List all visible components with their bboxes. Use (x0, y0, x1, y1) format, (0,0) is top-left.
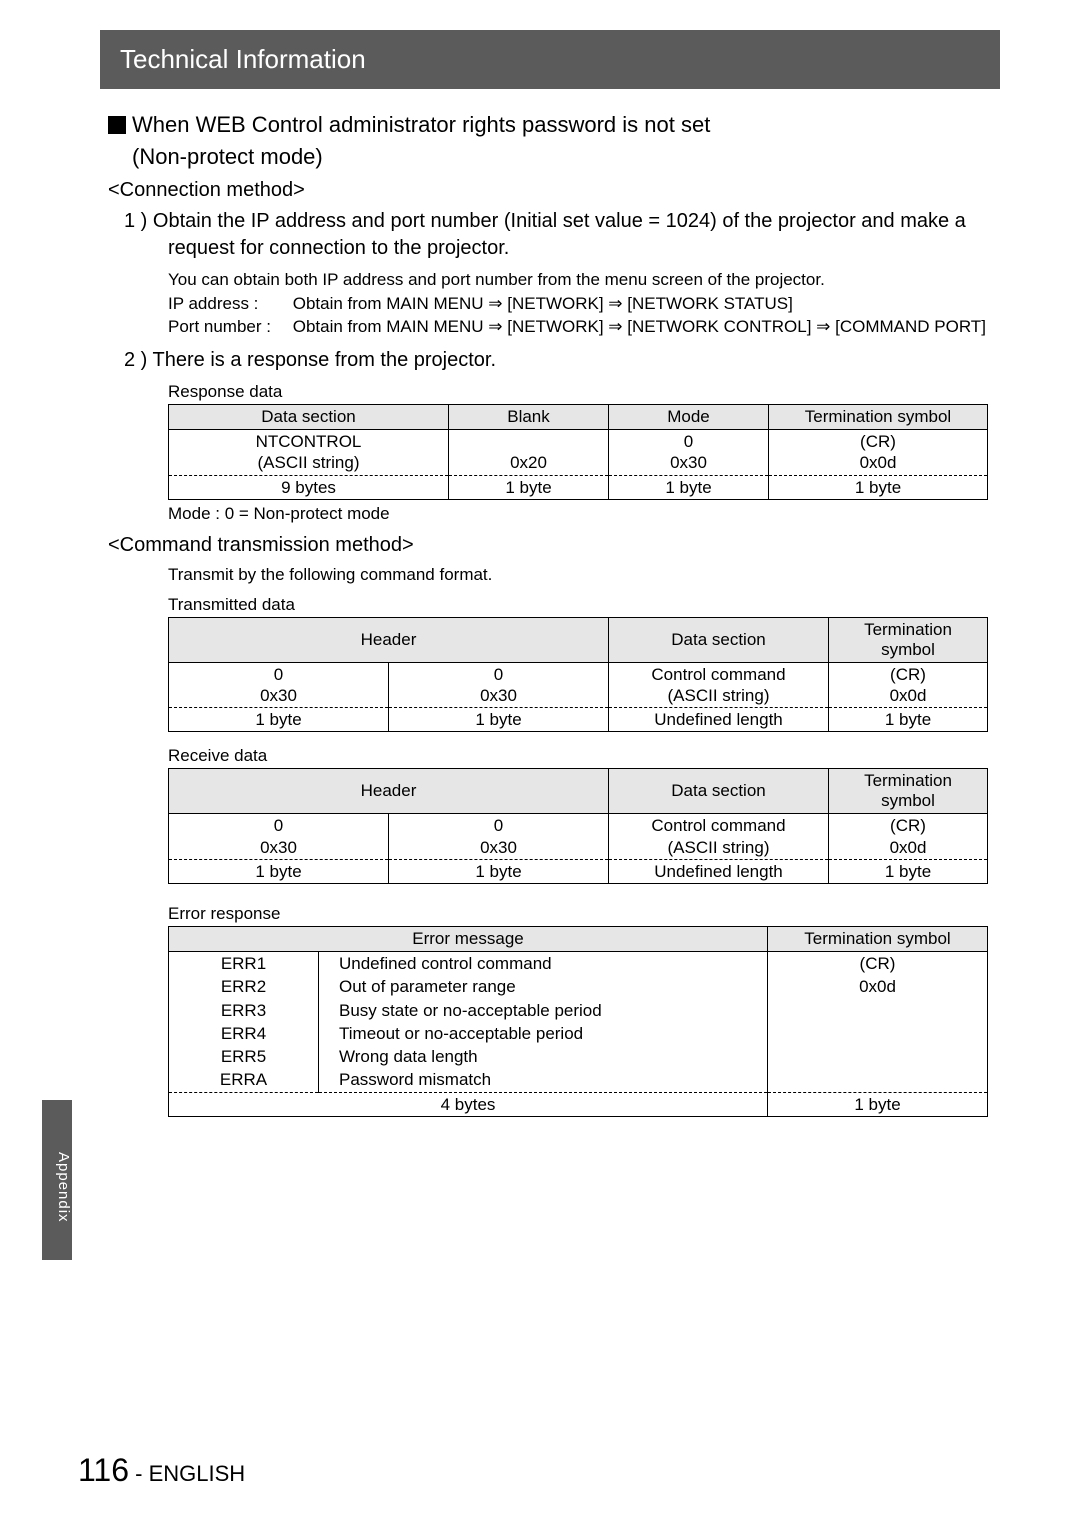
table-cell: 00x30 (169, 814, 389, 860)
table-cell: Wrong data length (319, 1045, 768, 1068)
response-data-label: Response data (168, 382, 1000, 402)
err-th-1: Termination symbol (768, 927, 988, 952)
table-cell (768, 1022, 988, 1045)
table-cell (768, 1045, 988, 1068)
table-cell: Undefined length (609, 859, 829, 883)
table-cell: ERR4 (169, 1022, 319, 1045)
mode-note: Mode : 0 = Non-protect mode (168, 504, 1000, 524)
heading-line1: When WEB Control administrator rights pa… (132, 112, 710, 137)
appendix-tab: Appendix (42, 1100, 72, 1260)
step2-num: 2 ) (124, 349, 147, 371)
port-text: Obtain from MAIN MENU ⇒ [NETWORK] ⇒ [NET… (293, 317, 986, 336)
ip-label: IP address : (168, 292, 288, 316)
table-cell: 1 byte (389, 859, 609, 883)
port-label: Port number : (168, 315, 288, 339)
connection-method-label: <Connection method> (108, 179, 1000, 202)
tx-th-0: Header (169, 617, 609, 662)
table-cell: 1 byte (768, 1092, 988, 1116)
rx-th-0: Header (169, 769, 609, 814)
table-cell: 9 bytes (169, 475, 449, 499)
receive-label: Receive data (168, 746, 1000, 766)
table-cell: ERR1 (169, 952, 319, 976)
rx-th-2: Termination symbol (829, 769, 988, 814)
table-cell: 1 byte (829, 708, 988, 732)
table-cell: 00x30 (609, 430, 769, 476)
transmitted-table: Header Data section Termination symbol 0… (168, 617, 988, 733)
table-cell: (CR)0x0d (769, 430, 988, 476)
table-cell: 1 byte (449, 475, 609, 499)
table-cell: 0x0d (768, 975, 988, 998)
table-cell: ERRA (169, 1068, 319, 1092)
heading-line2: (Non-protect mode) (132, 144, 323, 169)
error-table: Error message Termination symbol ERR1 Un… (168, 926, 988, 1117)
table-cell: Control command(ASCII string) (609, 662, 829, 708)
table-cell: Undefined control command (319, 952, 768, 976)
err-th-0: Error message (169, 927, 768, 952)
table-cell: ERR3 (169, 999, 319, 1022)
cmd-method-label: <Command transmission method> (108, 534, 1000, 557)
table-cell: 0x20 (449, 430, 609, 476)
table-cell: 1 byte (829, 859, 988, 883)
page-footer: 116 - ENGLISH (78, 1452, 245, 1489)
table-cell: 00x30 (389, 662, 609, 708)
table-cell: Control command(ASCII string) (609, 814, 829, 860)
table-cell: 1 byte (769, 475, 988, 499)
table-cell: (CR) (768, 952, 988, 976)
ip-text: Obtain from MAIN MENU ⇒ [NETWORK] ⇒ [NET… (293, 294, 793, 313)
receive-table: Header Data section Termination symbol 0… (168, 768, 988, 884)
tx-th-2: Termination symbol (829, 617, 988, 662)
page-number: 116 (78, 1452, 129, 1488)
step1-num: 1 ) (124, 210, 147, 232)
table-cell (768, 999, 988, 1022)
step1-ip: IP address : Obtain from MAIN MENU ⇒ [NE… (168, 292, 1000, 316)
table-cell: 1 byte (169, 859, 389, 883)
table-cell: ERR5 (169, 1045, 319, 1068)
table-cell: NTCONTROL(ASCII string) (169, 430, 449, 476)
table-cell: ERR2 (169, 975, 319, 998)
response-th-2: Mode (609, 405, 769, 430)
step1-text: Obtain the IP address and port number (I… (153, 210, 966, 259)
table-cell: 1 byte (169, 708, 389, 732)
table-cell: 00x30 (389, 814, 609, 860)
step2: 2 ) There is a response from the project… (108, 347, 1000, 374)
table-cell: 4 bytes (169, 1092, 768, 1116)
square-bullet-icon (108, 116, 126, 134)
footer-lang: ENGLISH (149, 1461, 246, 1486)
table-cell: 1 byte (609, 475, 769, 499)
step2-text: There is a response from the projector. (153, 349, 497, 371)
table-cell (768, 1068, 988, 1092)
rx-th-1: Data section (609, 769, 829, 814)
table-cell: (CR)0x0d (829, 662, 988, 708)
table-cell: (CR)0x0d (829, 814, 988, 860)
section-heading: When WEB Control administrator rights pa… (108, 109, 1000, 173)
response-th-1: Blank (449, 405, 609, 430)
response-th-0: Data section (169, 405, 449, 430)
table-cell: Busy state or no-acceptable period (319, 999, 768, 1022)
response-th-3: Termination symbol (769, 405, 988, 430)
footer-sep: - (129, 1461, 149, 1486)
step1-note1: You can obtain both IP address and port … (168, 268, 1000, 292)
step1-port: Port number : Obtain from MAIN MENU ⇒ [N… (168, 315, 1000, 339)
step1: 1 ) Obtain the IP address and port numbe… (108, 208, 1000, 262)
tx-th-1: Data section (609, 617, 829, 662)
table-cell: 1 byte (389, 708, 609, 732)
transmitted-label: Transmitted data (168, 595, 1000, 615)
title-bar: Technical Information (100, 30, 1000, 89)
table-cell: 00x30 (169, 662, 389, 708)
cmd-method-note: Transmit by the following command format… (168, 563, 1000, 587)
error-label: Error response (168, 904, 1000, 924)
table-cell: Timeout or no-acceptable period (319, 1022, 768, 1045)
table-cell: Password mismatch (319, 1068, 768, 1092)
response-table: Data section Blank Mode Termination symb… (168, 404, 988, 500)
table-cell: Undefined length (609, 708, 829, 732)
table-cell: Out of parameter range (319, 975, 768, 998)
